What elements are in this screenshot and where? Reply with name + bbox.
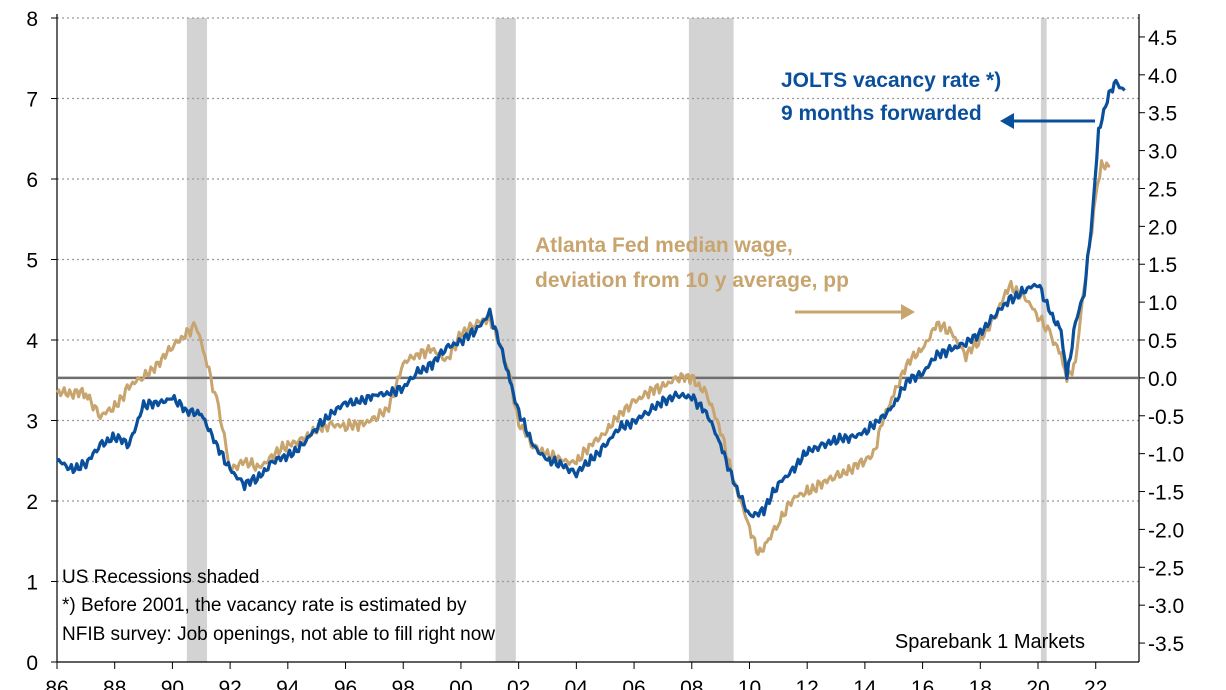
series-line-0: [56, 78, 1126, 519]
y-left-tick-6: 6: [26, 169, 38, 192]
y-left-tick-7: 7: [26, 89, 38, 112]
y-right-tick-15: 4.0: [1148, 65, 1177, 88]
y-right-tick-12: 2.5: [1148, 178, 1177, 201]
x-tick-10: 06: [622, 677, 645, 690]
x-tick-16: 18: [969, 677, 992, 690]
series-lines: [55, 78, 1126, 556]
jolts-label: JOLTS vacancy rate *) 9 months forwarded: [781, 69, 1095, 129]
y-left-tick-2: 2: [26, 491, 38, 514]
y-right-tick-7: 0.0: [1148, 368, 1177, 391]
wage-label: Atlanta Fed median wage, deviation from …: [535, 234, 915, 320]
note-line-1: US Recessions shaded: [62, 567, 260, 588]
x-tick-4: 94: [276, 677, 300, 690]
y-left-tick-8: 8: [26, 8, 38, 31]
y-right-tick-13: 3.0: [1148, 141, 1177, 164]
jolts-arrowhead-icon: [1000, 113, 1014, 129]
jolts-label-line-2: 9 months forwarded: [781, 102, 982, 125]
recession-band-0: [186, 18, 208, 662]
y-right-tick-2: -2.5: [1148, 557, 1184, 580]
x-tick-7: 00: [449, 677, 472, 690]
notes: US Recessions shaded *) Before 2001, the…: [62, 567, 495, 645]
x-tick-9: 04: [565, 677, 589, 690]
note-line-3: NFIB survey: Job openings, not able to f…: [62, 624, 495, 645]
y-left-tick-0: 0: [26, 652, 38, 675]
x-tick-12: 10: [738, 677, 761, 690]
y-right-tick-1: -3.0: [1148, 595, 1184, 618]
wage-label-line-1: Atlanta Fed median wage,: [535, 234, 793, 257]
x-tick-13: 12: [796, 677, 819, 690]
x-tick-18: 22: [1084, 677, 1107, 690]
y-left-tick-3: 3: [26, 411, 38, 434]
y-right-tick-0: -3.5: [1148, 633, 1184, 656]
x-tick-2: 90: [161, 677, 184, 690]
y-right-tick-14: 3.5: [1148, 103, 1177, 126]
y-left-tick-5: 5: [26, 250, 38, 273]
x-tick-3: 92: [218, 677, 241, 690]
y-right-tick-4: -1.5: [1148, 482, 1184, 505]
wage-label-line-2: deviation from 10 y average, pp: [535, 269, 849, 292]
x-tick-5: 96: [334, 677, 357, 690]
y-right-tick-5: -1.0: [1148, 444, 1184, 467]
y-left-tick-4: 4: [26, 330, 38, 353]
axes: 012345678-3.5-3.0-2.5-2.0-1.5-1.0-0.50.0…: [26, 8, 1184, 690]
y-right-tick-16: 4.5: [1148, 27, 1177, 50]
gridlines: [57, 17, 1139, 583]
recession-band-2: [688, 18, 734, 662]
y-right-tick-10: 1.5: [1148, 254, 1177, 277]
x-tick-6: 98: [392, 677, 415, 690]
x-tick-11: 08: [680, 677, 703, 690]
y-right-tick-8: 0.5: [1148, 330, 1177, 353]
source-label: Sparebank 1 Markets: [895, 631, 1085, 653]
x-tick-17: 20: [1026, 677, 1049, 690]
y-right-tick-9: 1.0: [1148, 292, 1177, 315]
note-line-2: *) Before 2001, the vacancy rate is esti…: [62, 595, 467, 616]
y-right-tick-11: 2.0: [1148, 216, 1177, 239]
x-tick-15: 16: [911, 677, 934, 690]
y-right-tick-6: -0.5: [1148, 406, 1184, 429]
series-line-1: [55, 159, 1111, 556]
x-tick-14: 14: [853, 677, 877, 690]
wage-arrowhead-icon: [901, 304, 915, 320]
y-left-tick-1: 1: [26, 572, 38, 595]
y-right-tick-3: -2.0: [1148, 519, 1184, 542]
x-tick-0: 86: [45, 677, 68, 690]
x-tick-1: 88: [103, 677, 126, 690]
recession-band-1: [495, 18, 516, 662]
x-tick-8: 02: [507, 677, 530, 690]
jolts-label-line-1: JOLTS vacancy rate *): [781, 69, 1001, 92]
